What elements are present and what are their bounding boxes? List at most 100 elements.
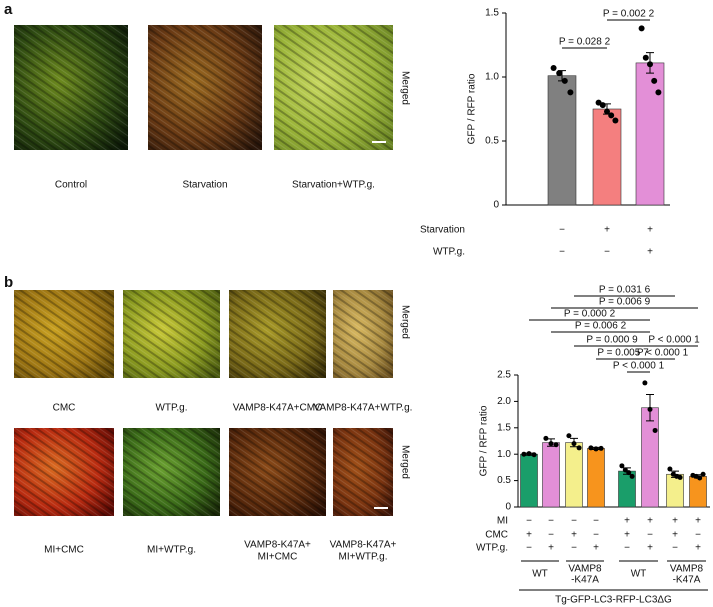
condition-sign: −: [559, 247, 565, 258]
data-point: [619, 463, 625, 469]
y-tick-label: 1.0: [497, 449, 511, 460]
condition-label: CMC: [485, 530, 508, 541]
y-tick-label: 1.5: [497, 422, 511, 433]
p-value: P < 0.000 1: [648, 335, 700, 346]
data-point: [593, 446, 599, 452]
condition-sign: +: [548, 543, 554, 554]
condition-sign: +: [593, 543, 599, 554]
condition-sign: −: [571, 543, 577, 554]
image-caption: MI+CMC: [44, 545, 84, 556]
data-point: [553, 442, 559, 448]
condition-label: MI: [497, 516, 508, 527]
condition-sign: +: [672, 516, 678, 527]
y-tick-label: 1.0: [485, 72, 499, 83]
data-point: [667, 466, 673, 472]
condition-label: Starvation: [420, 225, 465, 236]
group-label: -K47A: [673, 575, 701, 586]
condition-sign: +: [571, 530, 577, 541]
micrograph-texture: [274, 25, 393, 150]
image-caption: VAMP8-K47A+: [244, 540, 311, 551]
data-point: [548, 441, 554, 447]
condition-sign: +: [526, 530, 532, 541]
y-tick-label: 2.0: [497, 396, 511, 407]
image-caption: Control: [55, 180, 87, 191]
micrograph-texture: [333, 290, 393, 378]
p-value: P = 0.031 6: [599, 285, 651, 296]
condition-sign: −: [559, 225, 565, 236]
data-point: [588, 445, 594, 451]
bar: [592, 108, 622, 206]
condition-sign: −: [695, 530, 701, 541]
image-caption: Starvation: [182, 180, 227, 191]
data-point: [655, 89, 662, 96]
image-caption: Starvation+WTP.g.: [292, 180, 375, 191]
data-point: [571, 441, 577, 447]
condition-label: WTP.g.: [433, 247, 465, 258]
condition-sign: +: [672, 530, 678, 541]
y-tick-label: 2.5: [497, 370, 511, 381]
y-tick-label: 0: [493, 200, 499, 211]
condition-sign: −: [571, 516, 577, 527]
micrograph-texture: [148, 25, 262, 150]
group-label: WT: [631, 569, 647, 580]
data-point: [626, 470, 632, 476]
bar: [565, 442, 583, 508]
bar: [635, 62, 665, 206]
condition-sign: −: [672, 543, 678, 554]
bar: [587, 448, 605, 508]
condition-sign: +: [624, 530, 630, 541]
data-point: [638, 25, 645, 32]
image-caption: CMC: [53, 403, 76, 414]
image-caption: VAMP8-K47A+CMC: [233, 403, 323, 414]
p-value: P = 0.000 9: [586, 335, 638, 346]
data-point: [543, 435, 549, 441]
data-point: [612, 117, 619, 124]
data-point: [608, 112, 615, 119]
condition-sign: −: [526, 543, 532, 554]
micrograph-texture: [14, 428, 114, 516]
data-point: [599, 102, 606, 109]
condition-sign: −: [548, 530, 554, 541]
p-value: P < 0.000 1: [613, 361, 665, 372]
image-caption: MI+WTP.g.: [147, 545, 196, 556]
data-point: [567, 89, 574, 96]
y-axis-label: GFP / RFP ratio: [479, 405, 490, 476]
group-label: VAMP8: [568, 564, 602, 575]
data-point: [629, 473, 635, 479]
image-caption: WTP.g.: [155, 403, 187, 414]
data-point: [521, 451, 527, 457]
group-label: VAMP8: [670, 564, 704, 575]
micrograph-texture: [229, 290, 326, 378]
side-label: Merged: [399, 445, 410, 479]
micrograph-texture: [14, 290, 114, 378]
footer-label: Tg-GFP-LC3-RFP-LC3ΔG: [555, 595, 672, 606]
data-point: [561, 77, 568, 84]
y-tick-label: 0.5: [485, 136, 499, 147]
bar: [641, 407, 659, 508]
data-point: [642, 54, 649, 61]
condition-sign: +: [647, 543, 653, 554]
condition-sign: −: [624, 543, 630, 554]
condition-sign: +: [647, 247, 653, 258]
micrograph-texture: [333, 428, 393, 516]
data-point: [598, 445, 604, 451]
condition-sign: +: [695, 543, 701, 554]
condition-sign: −: [647, 530, 653, 541]
p-value: P = 0.002 2: [603, 9, 655, 20]
y-tick-label: 0.5: [497, 475, 511, 486]
bar: [547, 75, 577, 206]
micrograph-texture: [229, 428, 326, 516]
y-axis-label: GFP / RFP ratio: [467, 73, 478, 144]
p-value: P < 0.000 1: [637, 348, 689, 359]
p-value: P = 0.005 7: [597, 348, 649, 359]
scale-bar: [372, 141, 386, 143]
data-point: [576, 445, 582, 451]
condition-label: WTP.g.: [476, 543, 508, 554]
data-point: [550, 65, 557, 72]
condition-sign: +: [647, 225, 653, 236]
p-value: P = 0.000 2: [564, 309, 616, 320]
micrograph-texture: [123, 290, 220, 378]
p-value: P = 0.028 2: [559, 37, 611, 48]
y-tick-label: 0: [505, 502, 511, 513]
side-label: Merged: [399, 305, 410, 339]
